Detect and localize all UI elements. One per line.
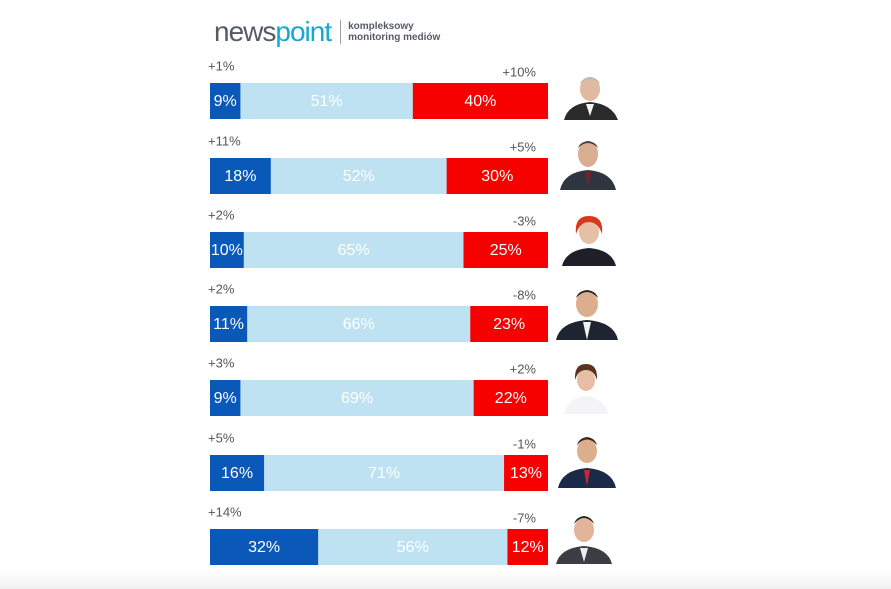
- bar-blue-4: [210, 306, 248, 342]
- change-red-5: +2%: [510, 361, 537, 376]
- change-blue-6: +5%: [208, 430, 235, 445]
- logo-separator: [340, 20, 342, 44]
- logo-tagline: kompleksowy monitoring mediów: [348, 21, 441, 43]
- label-neutral-2: 52%: [343, 168, 375, 185]
- bar-neutral-4: [247, 306, 471, 342]
- label-blue-7: 32%: [248, 539, 280, 556]
- label-red-1: 40%: [464, 93, 496, 110]
- bar-red-5: [473, 380, 548, 416]
- bar-blue-6: [210, 455, 265, 491]
- label-neutral-4: 66%: [343, 316, 375, 333]
- portrait-2: [558, 130, 618, 190]
- bar-neutral-1: [240, 83, 413, 119]
- change-red-7: -7%: [513, 510, 537, 525]
- bar-red-2: [446, 158, 548, 194]
- change-blue-2: +11%: [208, 133, 241, 148]
- label-neutral-6: 71%: [368, 465, 400, 482]
- label-blue-3: 10%: [211, 242, 243, 259]
- portrait-6: [554, 428, 620, 488]
- change-blue-7: +14%: [208, 504, 242, 519]
- label-red-4: 23%: [493, 316, 525, 333]
- newspoint-logo: newspoint kompleksowy monitoring mediów: [214, 14, 458, 50]
- label-blue-6: 16%: [221, 465, 253, 482]
- label-neutral-3: 65%: [338, 242, 370, 259]
- change-red-2: +5%: [510, 139, 537, 154]
- label-red-3: 25%: [490, 242, 522, 259]
- portrait-5: [562, 356, 610, 414]
- logo-wordmark: newspoint: [214, 16, 332, 47]
- label-blue-2: 18%: [224, 168, 256, 185]
- bar-neutral-6: [264, 455, 505, 491]
- bar-neutral-7: [318, 529, 508, 565]
- bar-red-3: [463, 232, 548, 268]
- page-bottom-fade: [0, 569, 891, 589]
- label-neutral-7: 56%: [397, 539, 429, 556]
- logo-word-point: point: [275, 16, 332, 47]
- bar-blue-5: [210, 380, 241, 416]
- bar-red-4: [470, 306, 548, 342]
- logo-word-news: news: [214, 16, 276, 47]
- bar-neutral-3: [243, 232, 464, 268]
- bar-red-7: [507, 529, 548, 565]
- bar-blue-7: [210, 529, 319, 565]
- bar-red-1: [412, 83, 548, 119]
- portrait-4: [552, 282, 622, 340]
- change-red-6: -1%: [513, 436, 537, 451]
- portrait-7: [552, 508, 616, 564]
- bar-neutral-5: [240, 380, 474, 416]
- label-red-6: 13%: [510, 465, 542, 482]
- change-blue-1: +1%: [208, 58, 235, 73]
- label-neutral-5: 69%: [341, 390, 373, 407]
- change-red-1: +10%: [502, 64, 536, 79]
- bar-blue-3: [210, 232, 244, 268]
- label-red-5: 22%: [495, 390, 527, 407]
- portrait-1: [560, 68, 620, 120]
- bar-blue-2: [210, 158, 271, 194]
- bar-blue-1: [210, 83, 241, 119]
- portrait-3: [558, 208, 620, 266]
- label-blue-1: 9%: [214, 93, 237, 110]
- change-red-4: -8%: [513, 287, 537, 302]
- label-blue-4: 11%: [213, 316, 244, 333]
- bar-red-6: [504, 455, 548, 491]
- change-blue-5: +3%: [208, 355, 235, 370]
- change-blue-3: +2%: [208, 207, 235, 222]
- label-blue-5: 9%: [214, 390, 237, 407]
- change-red-3: -3%: [513, 213, 537, 228]
- bar-neutral-2: [270, 158, 447, 194]
- label-red-2: 30%: [481, 168, 513, 185]
- label-red-7: 12%: [512, 539, 544, 556]
- label-neutral-1: 51%: [311, 93, 343, 110]
- change-blue-4: +2%: [208, 281, 235, 296]
